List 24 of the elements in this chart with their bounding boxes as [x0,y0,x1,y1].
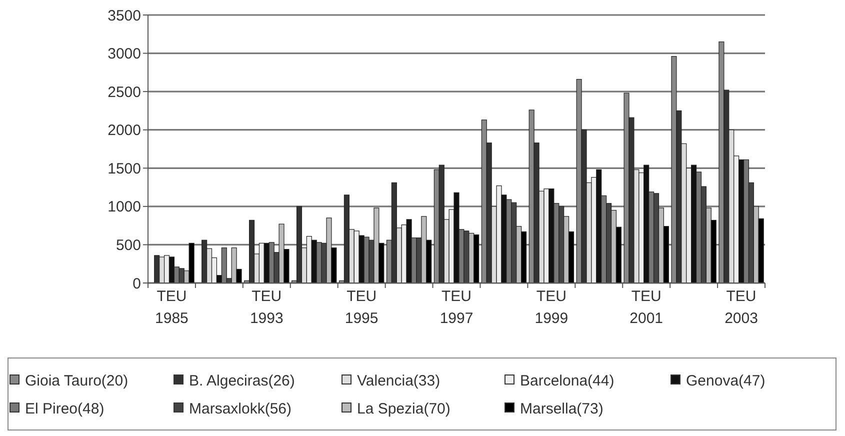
y-tick-label: 3000 [108,46,141,63]
y-tick-label: 1000 [108,198,141,216]
x-tick-label: TEU 1995 [344,288,378,327]
x-tick-label: TEU 1997 [440,288,474,327]
y-tick-label: 0 [132,275,141,292]
legend-label: Valencia(33) [357,372,440,390]
y-tick-label: 2000 [108,122,141,140]
y-tick-label: 3500 [108,7,141,24]
y-tick-label: 1500 [108,160,141,178]
legend-label: Marsaxlokk(56) [189,400,292,418]
x-tick-label: TEU 2003 [724,288,758,327]
legend-label: Barcelona(44) [520,372,614,390]
legend-label: El Pireo(48) [25,400,104,418]
x-tick-label: TEU 1993 [250,288,284,327]
y-tick-label: 500 [116,236,141,254]
y-tick-label: 2500 [108,84,141,101]
x-tick-label: TEU 2001 [630,288,664,327]
x-tick-label: TEU 1985 [155,288,188,327]
legend-label: Marsella(73) [520,400,604,418]
legend-label: B. Algeciras(26) [189,372,295,390]
legend-label: La Spezia(70) [357,400,450,418]
legend-label: Genova(47) [686,372,766,390]
x-tick-label: TEU 1999 [534,288,568,327]
legend-label: Gioia Tauro(20) [25,372,128,390]
